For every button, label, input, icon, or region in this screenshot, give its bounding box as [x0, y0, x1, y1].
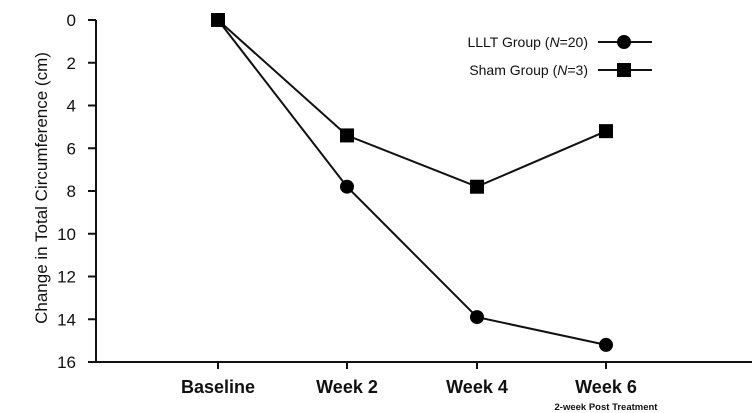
- x-tick-label: Week 6: [575, 377, 637, 397]
- plot-area: [211, 13, 613, 352]
- y-tick-label: 0: [67, 11, 76, 30]
- legend-marker: [617, 35, 631, 49]
- data-point-marker: [340, 179, 354, 194]
- chart-axes: [95, 20, 752, 363]
- data-point-marker: [470, 310, 484, 325]
- y-tick-label: 14: [57, 310, 76, 329]
- x-tick-label: Week 2: [316, 377, 378, 397]
- data-point-marker: [599, 337, 613, 352]
- legend-label-sham: Sham Group (N=3): [469, 62, 588, 78]
- legend-marker: [617, 63, 631, 77]
- series-1: [211, 13, 613, 194]
- x-tick-label: Baseline: [181, 377, 255, 397]
- y-tick-label: 10: [57, 225, 76, 244]
- data-point-marker: [599, 124, 613, 139]
- x-axis-ticks: Baseline Week 2 Week 4 Week 6 2-week Post Tr…: [181, 362, 658, 413]
- y-tick-label: 4: [67, 97, 76, 116]
- data-point-marker: [340, 128, 354, 143]
- y-tick-label: 8: [67, 182, 76, 201]
- data-point-marker: [470, 179, 484, 194]
- legend: LLLT Group (N=20) Sham Group (N=3): [467, 34, 652, 78]
- y-tick-label: 2: [67, 54, 76, 73]
- series-line: [217, 19, 607, 346]
- series-line: [217, 19, 607, 188]
- data-point-marker: [211, 13, 225, 27]
- x-tick-label: Week 4: [446, 377, 508, 397]
- y-tick-label: 6: [67, 139, 76, 158]
- x-tick-sublabel: 2-week Post Treatment: [555, 402, 659, 413]
- y-axis-title: Change in Total Circumference (cm): [32, 52, 51, 324]
- legend-label-lllt: LLLT Group (N=20): [467, 34, 588, 50]
- y-tick-label: 12: [57, 268, 76, 287]
- y-tick-label: 16: [57, 353, 76, 372]
- y-axis-ticks: 0 2 4 6 8 10 12 14 16: [57, 11, 96, 372]
